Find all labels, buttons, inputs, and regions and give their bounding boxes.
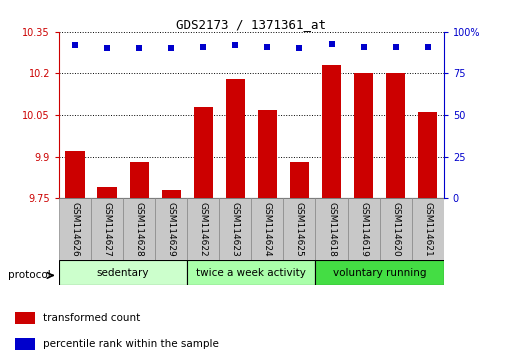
Bar xyxy=(66,151,85,198)
Point xyxy=(103,46,111,51)
Bar xyxy=(283,198,315,260)
Text: voluntary running: voluntary running xyxy=(333,268,426,278)
Bar xyxy=(411,198,444,260)
Bar xyxy=(15,312,35,324)
Point xyxy=(360,44,368,50)
Text: GSM114623: GSM114623 xyxy=(231,202,240,257)
Point xyxy=(167,46,175,51)
Bar xyxy=(162,190,181,198)
Bar xyxy=(322,65,341,198)
Point xyxy=(295,46,304,51)
Bar xyxy=(15,338,35,350)
Bar xyxy=(418,112,437,198)
Text: GSM114622: GSM114622 xyxy=(199,202,208,257)
Point xyxy=(391,44,400,50)
Point xyxy=(71,42,79,48)
Bar xyxy=(59,260,187,285)
Text: GSM114624: GSM114624 xyxy=(263,202,272,257)
Bar xyxy=(59,198,91,260)
Bar xyxy=(315,260,444,285)
Text: transformed count: transformed count xyxy=(43,313,140,323)
Point xyxy=(327,41,336,46)
Bar xyxy=(129,162,149,198)
Text: GSM114621: GSM114621 xyxy=(423,202,432,257)
Bar xyxy=(315,198,348,260)
Bar xyxy=(187,198,220,260)
Bar xyxy=(123,198,155,260)
Bar xyxy=(386,74,405,198)
Point xyxy=(199,44,207,50)
Bar xyxy=(380,198,411,260)
Text: GSM114619: GSM114619 xyxy=(359,202,368,257)
Bar xyxy=(91,198,123,260)
Text: percentile rank within the sample: percentile rank within the sample xyxy=(43,339,219,349)
Point xyxy=(231,42,240,48)
Text: GSM114629: GSM114629 xyxy=(167,202,176,257)
Text: GSM114628: GSM114628 xyxy=(134,202,144,257)
Text: GSM114625: GSM114625 xyxy=(295,202,304,257)
Text: GSM114620: GSM114620 xyxy=(391,202,400,257)
Text: twice a week activity: twice a week activity xyxy=(196,268,306,278)
Text: protocol: protocol xyxy=(8,270,50,280)
Bar xyxy=(220,198,251,260)
Point xyxy=(135,46,143,51)
Bar xyxy=(97,187,116,198)
Title: GDS2173 / 1371361_at: GDS2173 / 1371361_at xyxy=(176,18,326,31)
Bar xyxy=(226,79,245,198)
Bar xyxy=(155,198,187,260)
Bar xyxy=(194,107,213,198)
Text: sedentary: sedentary xyxy=(97,268,149,278)
Bar xyxy=(290,162,309,198)
Bar xyxy=(187,260,315,285)
Point xyxy=(263,44,271,50)
Bar xyxy=(258,109,277,198)
Bar xyxy=(348,198,380,260)
Bar xyxy=(251,198,283,260)
Text: GSM114626: GSM114626 xyxy=(70,202,80,257)
Text: GSM114627: GSM114627 xyxy=(103,202,112,257)
Text: GSM114618: GSM114618 xyxy=(327,202,336,257)
Point xyxy=(424,44,432,50)
Bar xyxy=(354,74,373,198)
